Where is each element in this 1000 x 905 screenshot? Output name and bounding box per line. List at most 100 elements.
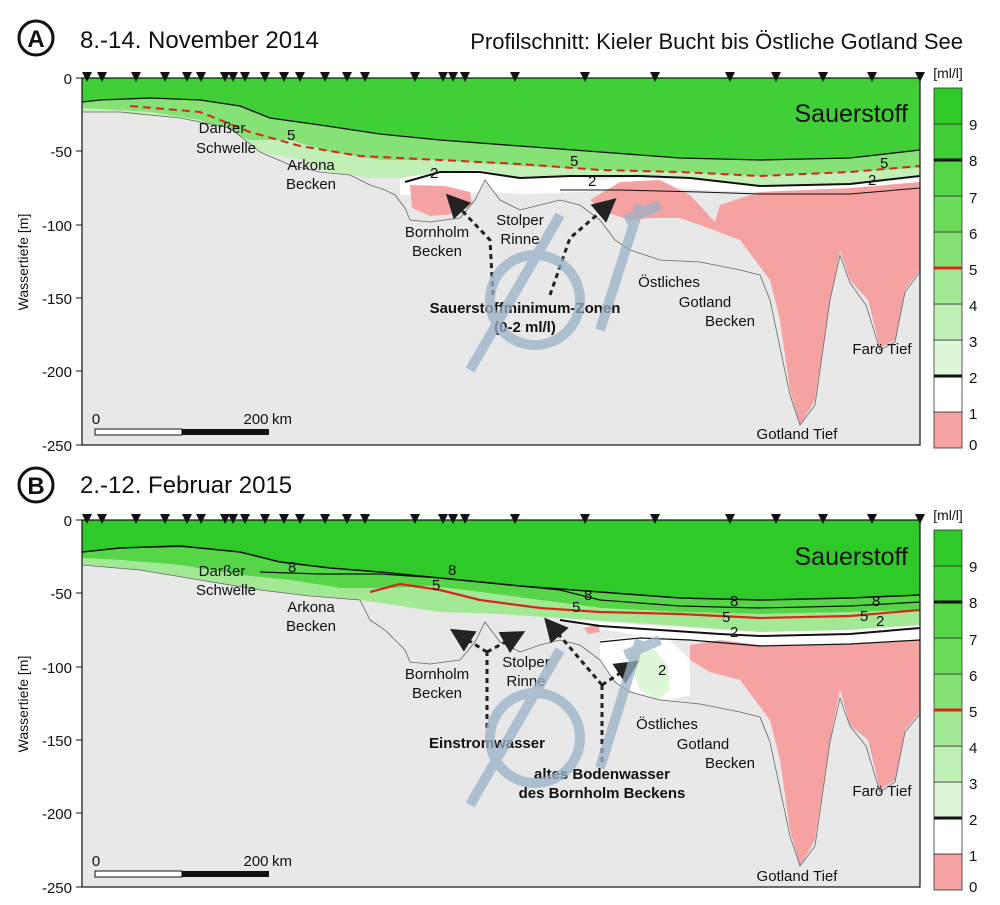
legend-b-bin-7: [933, 601, 963, 639]
panel-a-badge: [17, 19, 55, 57]
panel-b-scale-white: [94, 870, 183, 878]
panel-b-ytick-50: -50: [50, 586, 72, 603]
legend-a-tick-3: 3: [969, 334, 977, 351]
panel-a-arrow-gotland: [548, 198, 617, 296]
legend-a-bin-2: [933, 339, 963, 377]
legend-b-tick-5: 5: [969, 704, 977, 721]
panel-a-isoline-5: [129, 105, 920, 178]
panel-b-annotation-bodenwasser-2: des Bornholm Beckens: [519, 785, 686, 802]
panel-a-contour-label-5: 5: [880, 155, 888, 172]
panel-b-arrow-einstrom-right: [486, 631, 526, 654]
panel-b-region-bornholm-1: Bornholm: [405, 666, 469, 683]
panel-b-contour-label-12: 2: [658, 662, 666, 679]
panel-a-variable-title: Sauerstoff: [794, 100, 908, 128]
panel-b-contour-label-9: 8: [872, 593, 880, 610]
panel-a-region-gotland-tief: Gotland Tief: [757, 426, 839, 443]
panel-b-arrow-einstrom-left: [449, 628, 488, 654]
panel-b-ytick-250: -250: [42, 880, 72, 897]
panel-a-scale-white: [94, 428, 183, 436]
legend-b-bins: [933, 529, 963, 891]
legend-a-bin-8: [933, 123, 963, 161]
panel-b-bathymetry: [82, 564, 920, 887]
panel-b-contour-label-10: 5: [860, 608, 868, 625]
panel-b-ytick-100: -100: [42, 660, 72, 677]
panel-a-contour-label-2: 2: [430, 165, 438, 182]
legend-b-bin-8: [933, 565, 963, 603]
legend-a-tick-1: 1: [969, 406, 977, 423]
legend-a-bin-9: [933, 87, 963, 125]
legend-a-bin-6: [933, 195, 963, 233]
legend-a-bins: [933, 87, 963, 449]
panel-b-contour-label-3: 5: [432, 577, 440, 594]
legend-a: [ml/l] 9 8 7 6 5 4 3 2 1 0: [933, 65, 977, 454]
panel-a-contour-label-3: 5: [570, 153, 578, 170]
legend-b-bin-4: [933, 709, 963, 747]
panel-a-region-arkona-1: Arkona: [287, 157, 335, 174]
panel-a-ytick-200: -200: [42, 364, 72, 381]
panel-a-scale-black: [182, 429, 269, 435]
legend-b-bin-2: [933, 781, 963, 819]
legend-a-tick-5: 5: [969, 262, 977, 279]
legend-b-tick-6: 6: [969, 668, 977, 685]
panel-b-region-gotland-tief: Gotland Tief: [757, 868, 839, 885]
legend-a-tick-0: 0: [969, 437, 977, 454]
panel-b-anoxic-gotland: [690, 640, 920, 866]
panel-b-region-darsser-1: Darßer: [199, 563, 246, 580]
legend-b-tick-9: 9: [969, 559, 977, 576]
panel-a-isoline-8: [82, 97, 920, 161]
panel-a-scale-right: 200: [243, 411, 268, 428]
panel-a-ytick-100: -100: [42, 218, 72, 235]
legend-b-bin-3: [933, 745, 963, 783]
panel-b-isoline-2: [559, 619, 920, 638]
legend-b-bin-9: [933, 529, 963, 567]
panel-b-station-markers: [82, 514, 925, 524]
panel-b-isoline-8: [82, 545, 920, 601]
legend-b: [ml/l] 9 8 7 6 5 4 3 2 1 0: [933, 507, 977, 896]
panel-a-ytick-250: -250: [42, 438, 72, 455]
legend-b-tick-0: 0: [969, 879, 977, 896]
panel-b-ytick-200: -200: [42, 806, 72, 823]
panel-b-region-bornholm-2: Becken: [412, 685, 462, 702]
panel-a-water-mid-oxygen: [82, 98, 920, 176]
panel-a-region-stolper-1: Stolper: [496, 212, 544, 229]
panel-a-water-high-oxygen: [82, 78, 920, 160]
panel-b-isoline-8-lower: [259, 571, 920, 609]
panel-a-ylabel: Wassertiefe [m]: [15, 214, 31, 311]
panel-a-contour-label-4: 2: [588, 173, 596, 190]
panel-b-variable-title: Sauerstoff: [794, 543, 908, 571]
panel-b-region-darsser-2: Schwelle: [196, 582, 256, 599]
panel-a-annotation-line-1: Sauerstoffminimum-Zonen: [430, 300, 621, 317]
panel-b-isoline-5: [369, 582, 920, 620]
legend-b-tick-4: 4: [969, 740, 977, 757]
panel-a-region-darsser-2: Schwelle: [196, 140, 256, 157]
watermark-a: [465, 200, 662, 373]
panel-b-old-bottom-water-green: [630, 648, 670, 700]
panel-a-region-gotland-becken-3: Becken: [705, 313, 755, 330]
legend-b-bin-5: [933, 673, 963, 711]
panel-a-contour-label-6: 2: [868, 172, 876, 189]
panel-b-water-mid-oxygen: [82, 548, 920, 614]
panel-b-frame: [81, 519, 921, 888]
legend-a-tick-7: 7: [969, 190, 977, 207]
panel-a-letter: A: [27, 26, 44, 53]
panel-b-ytick-0: 0: [64, 513, 72, 530]
legend-a-bin-0: [933, 411, 963, 449]
panel-a-region-faro: Farö Tief: [852, 341, 912, 358]
legend-b-tick-8: 8: [969, 595, 977, 612]
panel-b-badge: [17, 466, 55, 504]
panel-b-letter: B: [27, 473, 44, 500]
panel-b-region-stolper-1: Stolper: [502, 654, 550, 671]
legend-b-bin-0: [933, 853, 963, 891]
panel-a-ytick-50: -50: [50, 144, 72, 161]
panel-b-contour-label-8: 2: [730, 624, 738, 641]
legend-b-tick-2: 2: [969, 812, 977, 829]
panel-a-region-bornholm-2: Becken: [412, 243, 462, 260]
panel-b-isoline-2-lower: [599, 637, 920, 647]
panel-a-region-bornholm-1: Bornholm: [405, 224, 469, 241]
panel-b-contour-label-2: 8: [448, 562, 456, 579]
panel-b-contour-label-6: 8: [730, 593, 738, 610]
panel-b-water-high-oxygen: [82, 520, 920, 600]
legend-b-tick-7: 7: [969, 632, 977, 649]
panel-b-region-faro: Farö Tief: [852, 783, 912, 800]
panel-b-arrow-boden-left: [544, 617, 604, 686]
